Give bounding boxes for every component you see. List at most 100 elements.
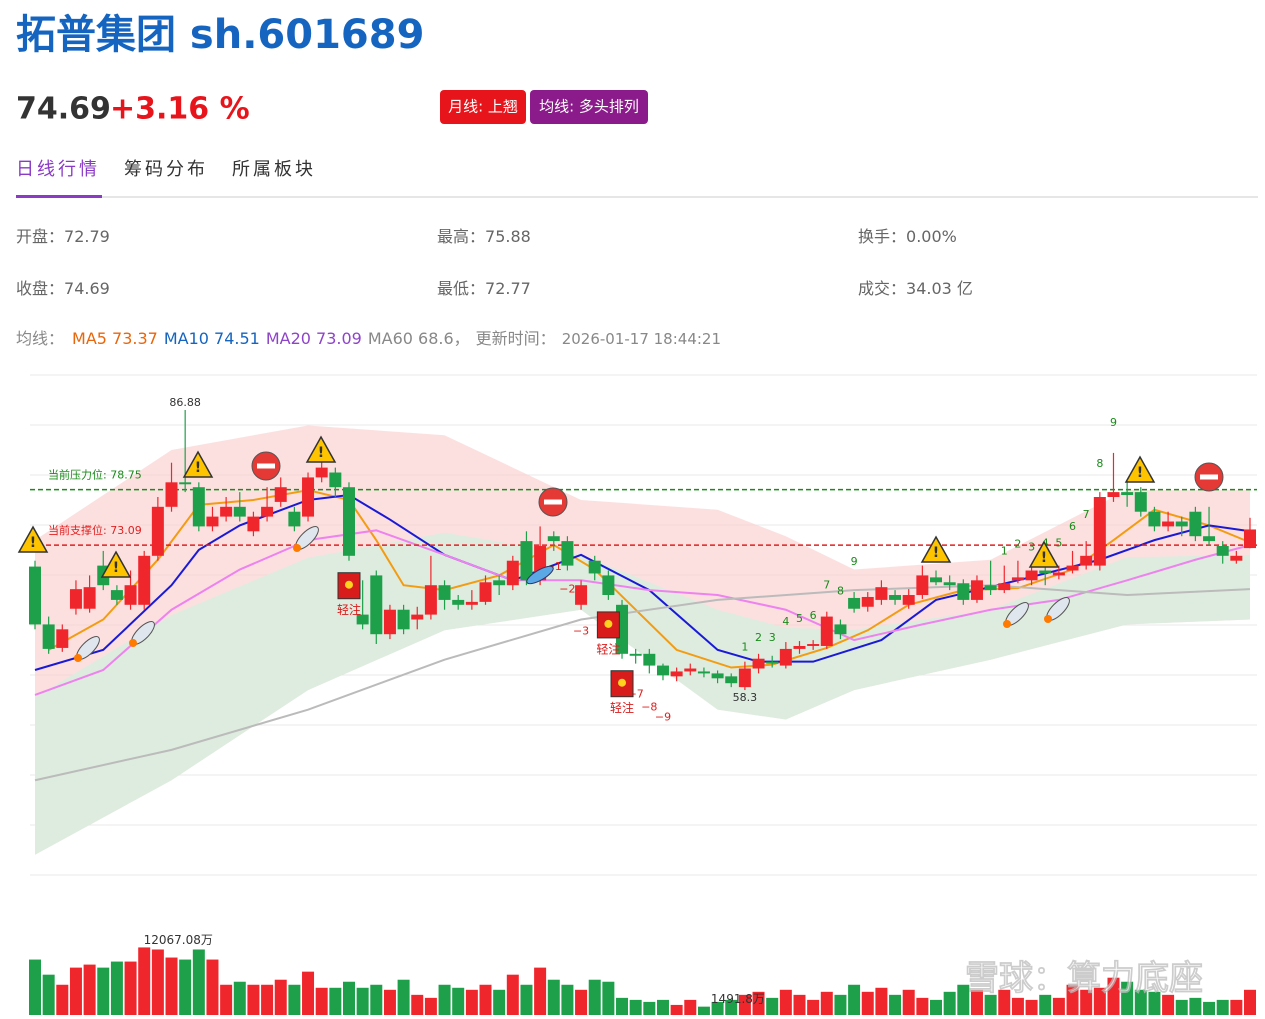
candle-body — [1175, 521, 1188, 527]
volume-bar — [124, 961, 137, 1015]
stat: 换手：0.00% — [858, 227, 957, 246]
volume-bar — [397, 979, 410, 1015]
volume-bar — [493, 989, 506, 1015]
volume-bar — [69, 967, 82, 1015]
volume-bar — [793, 994, 806, 1015]
stat: 收盘：74.69 — [16, 279, 110, 298]
stat-value: 72.79 — [64, 227, 110, 246]
candle-body — [138, 555, 151, 605]
stat-value: 0.00% — [906, 227, 957, 246]
volume-bar — [151, 949, 164, 1015]
candle-body — [930, 577, 943, 583]
level-label: 当前压力位: 78.75 — [48, 468, 142, 482]
volume-bar — [1175, 999, 1188, 1015]
stop-bar — [544, 499, 562, 505]
volume-bar — [711, 1001, 724, 1015]
candle-body — [493, 580, 506, 586]
volume-bar — [575, 989, 588, 1015]
volume-bar — [889, 994, 902, 1015]
stat-value: 34.03 亿 — [906, 279, 973, 298]
candle-body — [1189, 511, 1202, 537]
volume-bar — [261, 984, 274, 1015]
volume-bar — [1134, 989, 1147, 1015]
volume-bar — [520, 984, 533, 1015]
tab[interactable]: 日线行情 — [16, 159, 100, 180]
candle-body — [288, 511, 301, 527]
candle-body — [274, 487, 287, 502]
volume-bar — [779, 989, 792, 1015]
candle-body — [233, 506, 246, 517]
warning-icon — [920, 535, 952, 563]
tab-underline — [16, 195, 102, 198]
ma-row: 均线： MA5 73.37 MA10 74.51 MA20 73.09 MA60 68.… — [16, 329, 721, 348]
volume-bar — [602, 981, 615, 1015]
warning-icon — [17, 525, 49, 553]
stat-value: 75.88 — [485, 227, 531, 246]
volume-bar — [902, 989, 915, 1015]
warning-mark: ! — [30, 535, 36, 551]
candle-body — [561, 541, 574, 566]
candle-body — [670, 671, 683, 677]
candle-body — [110, 590, 123, 600]
td-up: 5 — [1055, 537, 1062, 550]
candle-body — [383, 609, 396, 635]
volume-bar — [1080, 989, 1093, 1015]
tab[interactable]: 筹码分布 — [124, 159, 208, 180]
rocket-flame — [1003, 620, 1011, 628]
candle-body — [69, 589, 82, 609]
stat-label: 最低： — [437, 279, 485, 298]
warning-icon — [1124, 455, 1156, 483]
volume-bar — [1203, 1001, 1216, 1015]
price: 74.69 — [16, 92, 111, 127]
candle-body — [588, 560, 601, 574]
volume-bar — [1162, 994, 1175, 1015]
volume-bar — [534, 967, 547, 1015]
candle-body — [179, 482, 192, 485]
level-label: 当前支撑位: 73.09 — [48, 523, 142, 537]
volume-bar — [1025, 999, 1038, 1015]
td-up: 7 — [823, 579, 830, 592]
candle-body — [957, 583, 970, 600]
volume-bar — [643, 1001, 656, 1015]
candle-body — [342, 487, 355, 556]
tab[interactable]: 所属板块 — [232, 159, 316, 180]
update-label: 更新时间： — [476, 329, 556, 348]
candle-body — [315, 467, 328, 478]
volume-bar — [752, 991, 765, 1015]
volume-bar — [1039, 994, 1052, 1015]
stat-label: 最高： — [437, 227, 485, 246]
candle-body — [452, 599, 465, 605]
change: +3.16 % — [110, 92, 250, 127]
candle-body — [506, 560, 519, 586]
volume-bar — [206, 959, 219, 1015]
ma-item: MA5 73.37 — [72, 329, 158, 348]
watermark: 雪球：算力底座 — [965, 959, 1203, 999]
stat-label: 成交： — [858, 279, 906, 298]
candle-body — [1025, 570, 1038, 581]
volume-bar — [656, 999, 669, 1015]
candle-body — [602, 575, 615, 596]
volume-bar — [138, 947, 151, 1015]
candle-body — [1230, 555, 1243, 561]
candle-body — [1052, 572, 1065, 576]
signal-label: 轻注 — [596, 641, 620, 656]
volume-bar — [342, 981, 355, 1015]
volume-bar — [1244, 989, 1256, 1015]
rocket-flame — [129, 639, 137, 647]
volume-bar — [1121, 981, 1134, 1015]
volume-bar — [1066, 984, 1079, 1015]
candle-body — [1107, 492, 1120, 498]
stop-bar — [1200, 474, 1218, 480]
band-lower — [35, 532, 1250, 855]
volume-bar — [302, 971, 315, 1015]
ma-label: 均线： — [16, 329, 64, 348]
candle-body — [206, 516, 219, 527]
candle-body — [302, 477, 315, 517]
volume-bar — [1216, 999, 1229, 1015]
ma-item: MA20 73.09 — [266, 329, 362, 348]
volume-bar — [110, 961, 123, 1015]
candle-body — [807, 644, 820, 646]
candle-body — [629, 653, 642, 656]
volume-bar — [1230, 999, 1243, 1015]
candle-body — [29, 566, 41, 625]
